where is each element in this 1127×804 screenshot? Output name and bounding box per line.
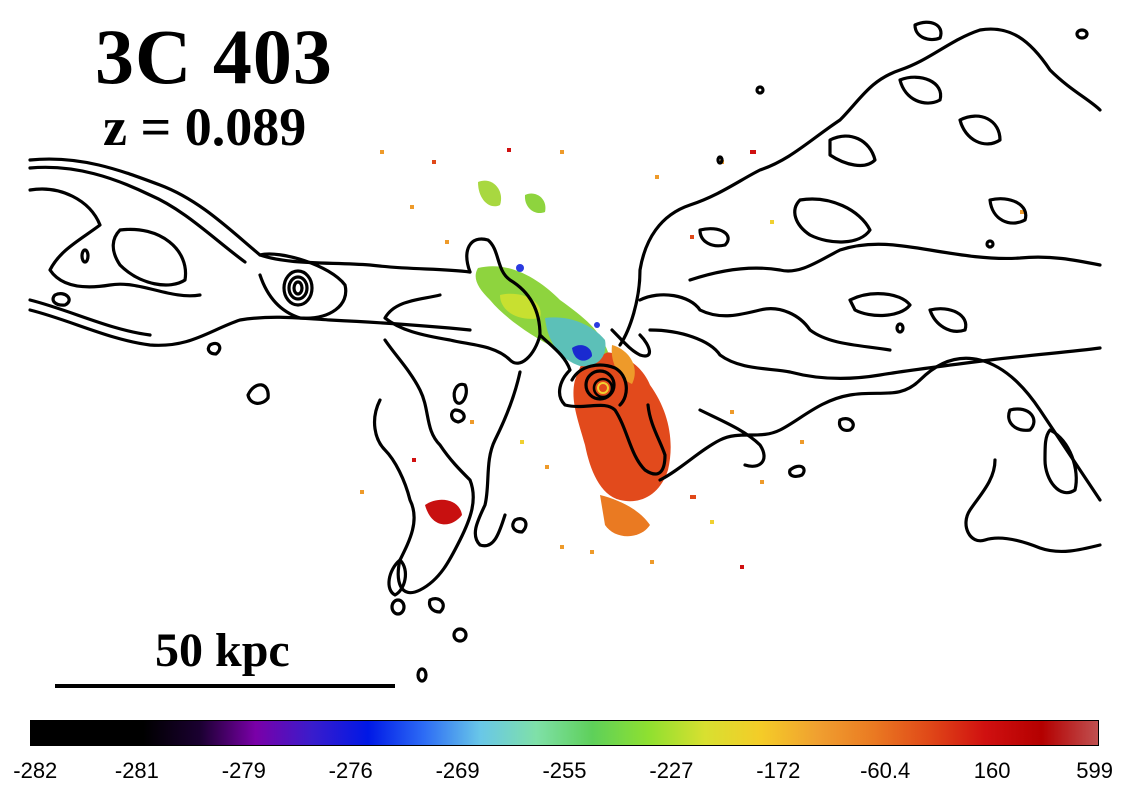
colorbar-tick-label: -172 [756, 758, 801, 783]
colorbar [30, 720, 1099, 746]
colorbar-tick-label: -269 [435, 758, 480, 783]
colorbar-tick-label: -276 [328, 758, 373, 783]
emission-lobe-orange [600, 495, 650, 537]
emission-blue-dot [594, 322, 600, 328]
emission-blue-knot [572, 345, 592, 361]
radio-contour-velocity-map [28, 20, 1102, 683]
colorbar-tick-label: -281 [114, 758, 159, 783]
colorbar-tick-label: -279 [221, 758, 266, 783]
emission-core-orange [611, 345, 635, 384]
scattered-pixels [360, 148, 1024, 569]
emission-upper-green [478, 180, 502, 207]
colorbar-tick-label: -255 [542, 758, 587, 783]
emission-blue-dot [516, 264, 524, 272]
colorbar-tick-label: 599 [1076, 758, 1113, 783]
scale-bar [55, 684, 395, 688]
emission-upper-green [524, 193, 546, 214]
velocity-field [360, 148, 1024, 569]
colorbar-tick-label: 160 [973, 758, 1011, 783]
scale-bar-label: 50 kpc [155, 624, 290, 677]
redshift-label: z = 0.089 [103, 97, 307, 157]
radio-contours [28, 20, 1102, 683]
colorbar-tick-label: -282 [13, 758, 58, 783]
object-name: 3C 403 [95, 13, 333, 100]
colorbar-tick-label: -60.4 [860, 758, 911, 783]
emission-knot-red [425, 499, 462, 525]
colorbar-tick-label: -227 [649, 758, 694, 783]
